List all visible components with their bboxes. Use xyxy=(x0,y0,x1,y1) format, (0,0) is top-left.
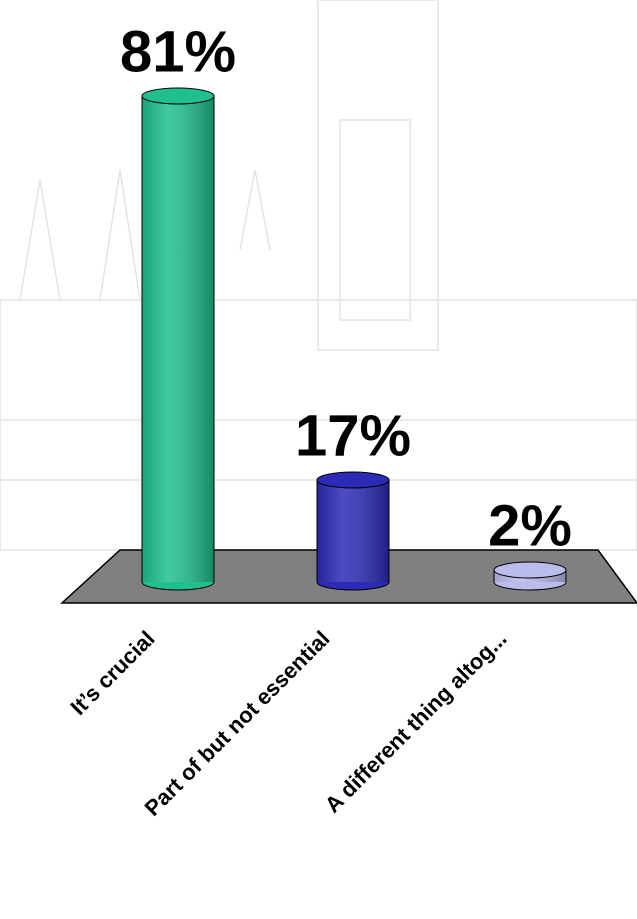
value-label: 81% xyxy=(120,19,236,84)
bar-shade xyxy=(142,96,214,582)
category-label: It’s crucial xyxy=(65,626,159,720)
bar-top xyxy=(316,471,390,489)
value-label: 17% xyxy=(295,403,411,468)
category-label: Part of but not essential xyxy=(140,626,335,821)
value-label: 2% xyxy=(488,493,572,558)
bar-shade xyxy=(317,480,389,582)
bar-top xyxy=(141,87,215,105)
category-label: A different thing altog... xyxy=(320,626,512,818)
bar-top xyxy=(493,561,567,579)
